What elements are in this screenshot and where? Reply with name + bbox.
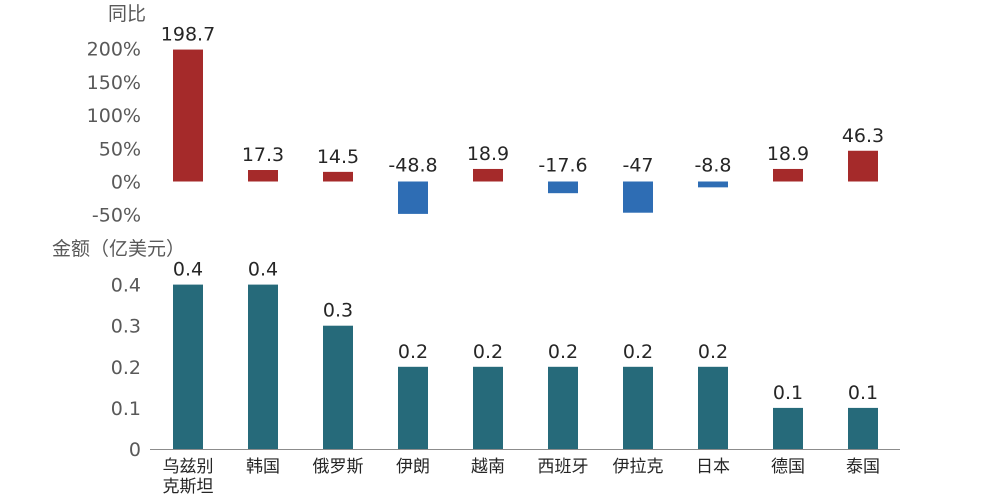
yoy-tick-label: 50%	[99, 138, 141, 160]
amount-bar	[173, 284, 203, 449]
category-label: 韩国	[246, 457, 280, 477]
yoy-data-label: -8.8	[694, 155, 731, 177]
category-labels: 乌兹别克斯坦 韩国 俄罗斯 伊朗 越南 西班牙 伊拉克 日本 德国 泰国	[163, 457, 881, 497]
yoy-data-label: 46.3	[842, 125, 884, 147]
amount-data-label: 0.3	[323, 300, 353, 322]
amount-bar	[848, 407, 878, 449]
yoy-tick-label: 150%	[87, 72, 141, 94]
amount-bars	[173, 284, 878, 449]
category-label: 乌兹别克斯坦	[163, 457, 214, 497]
yoy-y-axis: 200% 150% 100% 50% 0% -50%	[87, 39, 141, 227]
amount-data-label: 0.2	[698, 341, 728, 363]
yoy-data-labels: 198.7 17.3 14.5 -48.8 18.9 -17.6 -47 -8.8 18.9 46…	[161, 24, 884, 177]
category-label: 伊朗	[396, 457, 430, 477]
yoy-data-label: -48.8	[388, 155, 437, 177]
yoy-data-label: 14.5	[317, 146, 359, 168]
category-label: 日本	[696, 457, 730, 477]
amount-tick-label: 0	[129, 439, 141, 461]
yoy-tick-label: 100%	[87, 105, 141, 127]
amount-bar	[323, 325, 353, 449]
amount-bar	[773, 407, 803, 449]
category-label: 德国	[771, 457, 805, 477]
yoy-tick-label: 0%	[111, 172, 141, 194]
yoy-bars	[173, 49, 878, 214]
yoy-bar	[323, 171, 353, 182]
yoy-bar	[398, 181, 428, 214]
yoy-bar	[848, 150, 878, 182]
amount-bar	[473, 366, 503, 449]
amount-data-labels: 0.4 0.4 0.3 0.2 0.2 0.2 0.2 0.2 0.1 0.1	[173, 259, 878, 404]
yoy-tick-label: -50%	[92, 205, 141, 227]
amount-y-axis: 0.4 0.3 0.2 0.1 0	[111, 275, 141, 461]
yoy-data-label: -47	[622, 155, 653, 177]
amount-data-label: 0.4	[173, 259, 203, 281]
amount-axis-title: 金额（亿美元）	[52, 238, 185, 260]
yoy-data-label: 198.7	[161, 24, 215, 46]
yoy-data-label: -17.6	[538, 155, 587, 177]
amount-bar	[398, 366, 428, 449]
amount-tick-label: 0.1	[111, 398, 141, 420]
yoy-bar	[698, 181, 728, 188]
amount-data-label: 0.2	[473, 341, 503, 363]
yoy-data-label: 17.3	[242, 144, 284, 166]
amount-chart: 金额（亿美元） 0.4 0.3 0.2 0.1 0 0.4 0.4 0.3 0.2 0.2 0.2…	[52, 238, 900, 497]
category-label: 泰国	[846, 457, 880, 477]
yoy-bar	[248, 170, 278, 182]
amount-data-label: 0.4	[248, 259, 278, 281]
amount-data-label: 0.2	[623, 341, 653, 363]
yoy-bar	[548, 181, 578, 194]
yoy-axis-title: 同比	[108, 3, 146, 25]
amount-tick-label: 0.4	[111, 275, 141, 297]
yoy-chart: 同比 200% 150% 100% 50% 0% -50% 198.7 17.3 14.5 -4…	[87, 3, 884, 227]
category-label: 越南	[471, 457, 505, 477]
amount-bar	[548, 366, 578, 449]
amount-bar	[698, 366, 728, 449]
category-label: 伊拉克	[613, 457, 664, 477]
yoy-bar	[623, 181, 653, 213]
category-label: 俄罗斯	[313, 457, 364, 477]
yoy-tick-label: 200%	[87, 39, 141, 61]
amount-tick-label: 0.3	[111, 316, 141, 338]
amount-data-label: 0.2	[398, 341, 428, 363]
yoy-bar	[173, 49, 203, 182]
yoy-data-label: 18.9	[467, 143, 509, 165]
amount-tick-label: 0.2	[111, 357, 141, 379]
yoy-data-label: 18.9	[767, 143, 809, 165]
yoy-bar	[473, 168, 503, 182]
amount-data-label: 0.2	[548, 341, 578, 363]
category-label: 西班牙	[538, 457, 589, 477]
amount-data-label: 0.1	[848, 382, 878, 404]
amount-bar	[248, 284, 278, 449]
amount-bar	[623, 366, 653, 449]
amount-data-label: 0.1	[773, 382, 803, 404]
yoy-bar	[773, 168, 803, 182]
